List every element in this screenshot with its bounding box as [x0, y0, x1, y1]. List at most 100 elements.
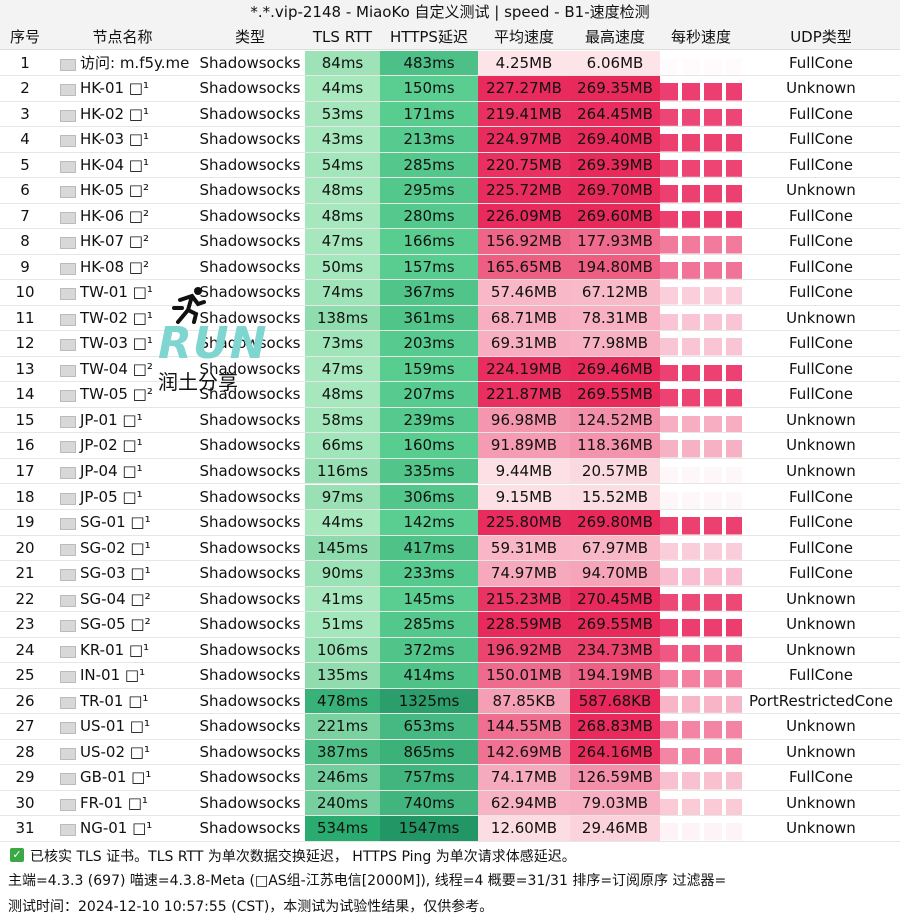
- per-second-speed: [660, 127, 742, 153]
- node-type: Shadowsocks: [195, 536, 305, 562]
- node-name: TR-01 □¹: [50, 689, 195, 715]
- per-second-speed: [660, 382, 742, 408]
- flag-icon: [60, 262, 76, 275]
- footer-line: 主端=4.3.3 (697) 喵速=4.3.8-Meta (□AS组-江苏电信[…: [8, 873, 727, 889]
- flag-icon: [60, 313, 76, 326]
- max-speed: 268.83MB: [570, 714, 660, 740]
- max-speed: 77.98MB: [570, 331, 660, 357]
- tls-rtt: 58ms: [305, 407, 380, 434]
- node-name: TW-01 □¹: [50, 280, 195, 306]
- https-latency: 361ms: [380, 305, 478, 332]
- tls-rtt: 54ms: [305, 152, 380, 179]
- window-title: *.*.vip-2148 - MiaoKo 自定义测试 | speed - B1…: [0, 0, 900, 25]
- max-speed: 194.19MB: [570, 663, 660, 689]
- node-name: KR-01 □¹: [50, 638, 195, 664]
- node-type: Shadowsocks: [195, 204, 305, 230]
- row-index: 6: [0, 178, 50, 204]
- flag-icon: [60, 211, 76, 224]
- flag-icon: [60, 441, 76, 454]
- node-name: GB-01 □¹: [50, 765, 195, 791]
- tls-rtt: 116ms: [305, 458, 380, 485]
- per-second-speed: [660, 688, 742, 715]
- row-index: 23: [0, 612, 50, 638]
- row-index: 28: [0, 740, 50, 766]
- watermark-caption: 润土分享: [158, 370, 238, 394]
- node-type: Shadowsocks: [195, 357, 305, 383]
- avg-speed: 74.97MB: [478, 561, 570, 587]
- udp-type: Unknown: [742, 306, 900, 332]
- avg-speed: 221.87MB: [478, 382, 570, 408]
- node-type: Shadowsocks: [195, 510, 305, 536]
- node-type: Shadowsocks: [195, 331, 305, 357]
- column-header: UDP类型: [742, 25, 900, 50]
- avg-speed: 196.92MB: [478, 637, 570, 664]
- udp-type: FullCone: [742, 331, 900, 357]
- flag-icon: [60, 671, 76, 684]
- tls-rtt: 387ms: [305, 739, 380, 766]
- column-header: 序号: [0, 25, 50, 50]
- per-second-speed: [660, 305, 742, 332]
- avg-speed: 156.92MB: [478, 229, 570, 255]
- https-latency: 213ms: [380, 127, 478, 153]
- row-index: 13: [0, 357, 50, 383]
- node-type: Shadowsocks: [195, 127, 305, 153]
- per-second-speed: [660, 50, 742, 76]
- node-name: SG-01 □¹: [50, 510, 195, 536]
- node-type: Shadowsocks: [195, 459, 305, 485]
- tls-rtt: 73ms: [305, 331, 380, 357]
- node-type: Shadowsocks: [195, 714, 305, 740]
- node-name: HK-03 □¹: [50, 127, 195, 153]
- udp-type: Unknown: [742, 587, 900, 613]
- per-second-speed: [660, 203, 742, 230]
- max-speed: 78.31MB: [570, 305, 660, 332]
- row-index: 4: [0, 127, 50, 153]
- node-name: FR-01 □¹: [50, 791, 195, 817]
- avg-speed: 12.60MB: [478, 816, 570, 842]
- udp-type: FullCone: [742, 204, 900, 230]
- node-type: Shadowsocks: [195, 816, 305, 842]
- per-second-speed: [660, 331, 742, 357]
- max-speed: 587.68KB: [570, 688, 660, 715]
- udp-type: Unknown: [742, 433, 900, 459]
- avg-speed: 215.23MB: [478, 586, 570, 613]
- node-type: Shadowsocks: [195, 663, 305, 689]
- max-speed: 15.52MB: [570, 484, 660, 510]
- flag-icon: [60, 722, 76, 735]
- row-index: 27: [0, 714, 50, 740]
- node-name: IN-01 □¹: [50, 663, 195, 689]
- node-type: Shadowsocks: [195, 433, 305, 459]
- https-latency: 207ms: [380, 382, 478, 408]
- flag-icon: [60, 645, 76, 658]
- row-index: 9: [0, 255, 50, 281]
- per-second-speed: [660, 816, 742, 842]
- udp-type: Unknown: [742, 816, 900, 842]
- udp-type: Unknown: [742, 740, 900, 766]
- per-second-speed: [660, 280, 742, 306]
- max-speed: 264.16MB: [570, 739, 660, 766]
- tls-rtt: 41ms: [305, 586, 380, 613]
- flag-icon: [60, 824, 76, 837]
- https-latency: 142ms: [380, 510, 478, 536]
- avg-speed: 228.59MB: [478, 612, 570, 638]
- https-latency: 483ms: [380, 50, 478, 76]
- row-index: 17: [0, 459, 50, 485]
- per-second-speed: [660, 76, 742, 102]
- column-header: 每秒速度: [660, 25, 742, 50]
- node-name: HK-07 □²: [50, 229, 195, 255]
- row-index: 18: [0, 485, 50, 510]
- tls-rtt: 44ms: [305, 510, 380, 536]
- flag-icon: [60, 543, 76, 556]
- flag-icon: [60, 58, 76, 71]
- max-speed: 67.12MB: [570, 280, 660, 306]
- udp-type: FullCone: [742, 561, 900, 587]
- https-latency: 166ms: [380, 229, 478, 255]
- flag-icon: [60, 620, 76, 633]
- tls-rtt: 48ms: [305, 382, 380, 408]
- udp-type: Unknown: [742, 408, 900, 434]
- node-type: Shadowsocks: [195, 587, 305, 613]
- node-name: SG-03 □¹: [50, 561, 195, 587]
- per-second-speed: [660, 561, 742, 587]
- avg-speed: 59.31MB: [478, 535, 570, 562]
- node-name: TW-02 □¹: [50, 306, 195, 332]
- tls-rtt: 50ms: [305, 254, 380, 281]
